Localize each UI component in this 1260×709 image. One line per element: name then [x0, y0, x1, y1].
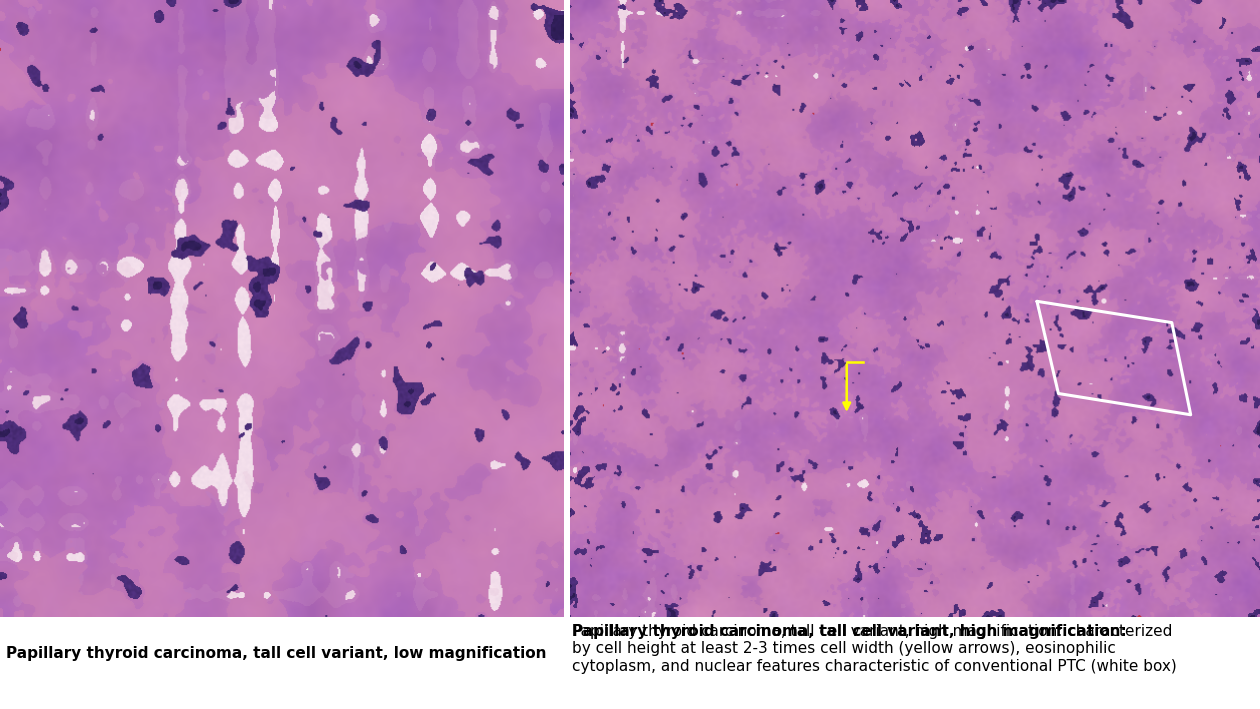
- Text: Papillary thyroid carcinoma, tall cell variant, high magnification: characterize: Papillary thyroid carcinoma, tall cell v…: [572, 624, 1177, 674]
- Text: Papillary thyroid carcinoma, tall cell variant, low magnification: Papillary thyroid carcinoma, tall cell v…: [6, 646, 547, 661]
- Text: Papillary thyroid carcinoma, tall cell variant, high magnification:: Papillary thyroid carcinoma, tall cell v…: [572, 624, 1126, 639]
